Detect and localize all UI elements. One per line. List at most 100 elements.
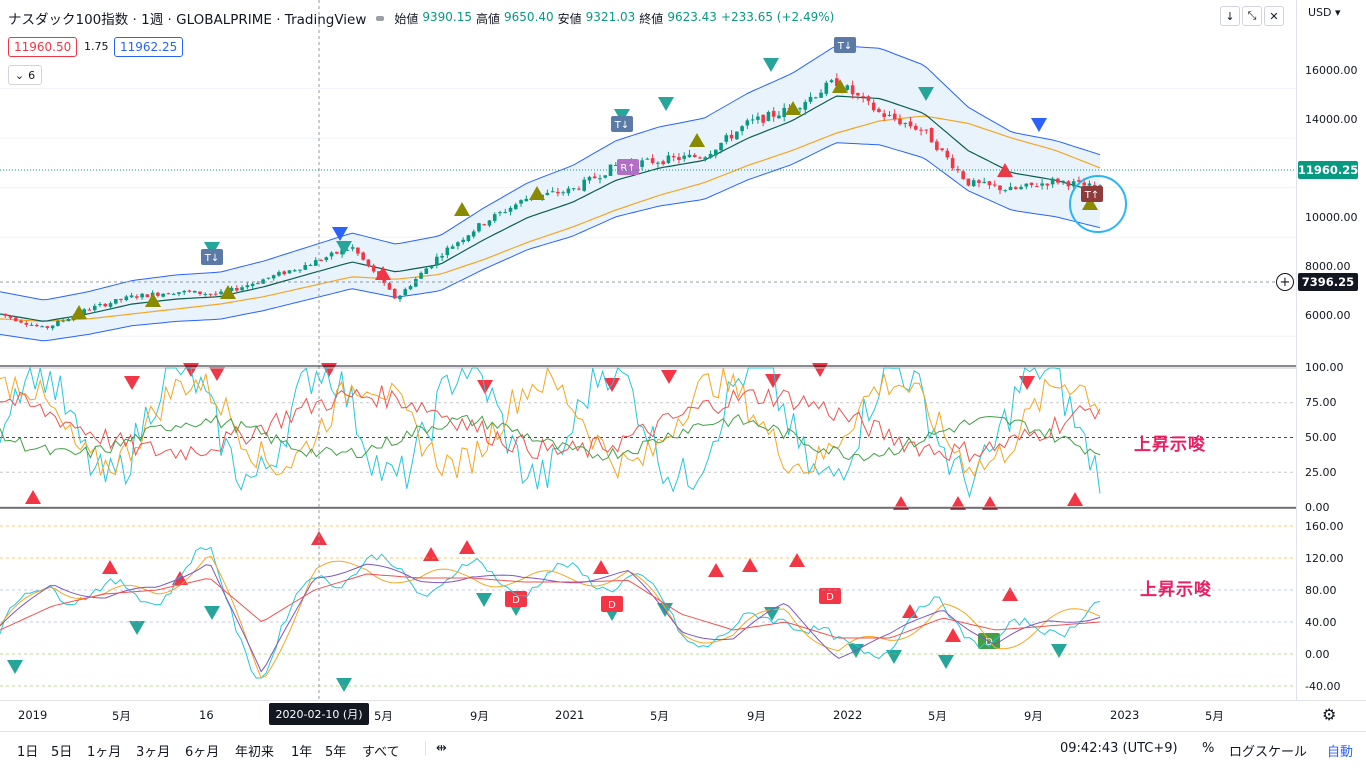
price-tick: 14000.00 (1305, 113, 1358, 126)
currency-selector[interactable]: USD ▾ (1308, 6, 1341, 19)
candle-body (877, 108, 881, 112)
fast-moving-average (0, 95, 1101, 322)
osc2-tick: 160.00 (1305, 520, 1344, 533)
candle-body (477, 223, 481, 232)
range-1m[interactable]: 1ヶ月 (87, 745, 122, 760)
osc1-sell-triangle (765, 374, 781, 388)
candle (187, 289, 192, 293)
candle-body (735, 131, 739, 140)
buy-button[interactable]: 11962.25 (114, 37, 184, 57)
symbol-title[interactable]: ナスダック100指数 · 1週 · GLOBALPRIME · TradingV… (8, 12, 367, 28)
indicator-count: 6 (28, 68, 36, 82)
range-1y[interactable]: 1年 (291, 745, 313, 760)
candle (966, 178, 971, 187)
price-tick: 16000.00 (1305, 64, 1358, 77)
candle (892, 109, 897, 122)
osc2-line-purple (0, 563, 1101, 673)
candle (1019, 184, 1023, 190)
range-6m[interactable]: 6ヶ月 (185, 745, 220, 760)
sell-button[interactable]: 11960.50 (8, 37, 78, 57)
price-axis[interactable] (1296, 0, 1366, 700)
badge-bg (617, 159, 639, 175)
osc2-top-triangle (945, 628, 961, 642)
candle (129, 292, 134, 298)
indicators-toggle[interactable]: ⌄ 6 (8, 65, 42, 85)
ohlc-values: 始値 9390.15 高値 9650.40 安値 9321.03 終値 9623.43 … (394, 10, 834, 27)
candle-body (235, 287, 239, 291)
osc2-bottom-triangle (204, 606, 220, 620)
candle (866, 95, 871, 106)
close-icon[interactable]: ✕ (1264, 6, 1284, 26)
buy-signal-triangle (785, 101, 801, 115)
range-5y[interactable]: 5年 (325, 745, 347, 760)
time-axis[interactable] (0, 700, 1366, 730)
candle-body (761, 114, 765, 123)
close-value: 9623.43 (667, 9, 717, 24)
badge-label: T↓ (837, 41, 853, 52)
candle-body (850, 85, 855, 95)
candle-body (303, 265, 308, 270)
add-alert-icon[interactable]: + (1276, 273, 1294, 291)
candle (713, 149, 718, 159)
signal-badge: R↑ (617, 159, 639, 175)
candle (271, 274, 276, 281)
osc2-bottom-triangle (336, 678, 352, 692)
candle-body (350, 247, 355, 249)
candle (171, 292, 176, 295)
candle-body (192, 290, 197, 293)
candle (324, 256, 329, 263)
time-tick: 9月 (747, 709, 766, 723)
range-1d[interactable]: 1日 (17, 745, 39, 760)
candle-body (98, 304, 102, 306)
log-scale-toggle[interactable]: ログスケール (1229, 745, 1308, 760)
candle (677, 153, 681, 164)
range-ytd[interactable]: 年初来 (235, 745, 275, 760)
date-range-icon[interactable]: ⇹ (425, 741, 447, 756)
percent-toggle[interactable]: % (1202, 741, 1215, 756)
candle (303, 262, 308, 271)
candle-body (403, 289, 408, 296)
candle-body (935, 141, 939, 150)
candle-body (703, 157, 708, 160)
arrow-down-icon[interactable]: ↓ (1220, 6, 1240, 26)
candle (282, 270, 287, 276)
candle-body (845, 85, 850, 90)
candle-body (503, 212, 508, 214)
auto-scale-toggle[interactable]: 自動 (1327, 745, 1354, 760)
candle-body (0, 313, 2, 315)
candle (666, 151, 671, 165)
candle-body (487, 220, 492, 226)
candle (740, 125, 744, 136)
expand-icon[interactable]: ⤡ (1242, 6, 1262, 26)
clock[interactable]: 09:42:43 (UTC+9) (1060, 741, 1178, 756)
chart-header: ナスダック100指数 · 1週 · GLOBALPRIME · TradingV… (8, 8, 834, 29)
candle (398, 294, 402, 302)
gear-icon[interactable]: ⚙ (1322, 705, 1337, 724)
candle-body (913, 125, 918, 130)
candle (119, 298, 123, 303)
candle-body (129, 295, 134, 298)
candle (313, 257, 318, 266)
range-5d[interactable]: 5日 (51, 745, 73, 760)
candle-body (29, 324, 34, 326)
candle (782, 103, 787, 122)
range-3m[interactable]: 3ヶ月 (136, 745, 171, 760)
candle (492, 212, 497, 223)
range-all[interactable]: すべて (362, 745, 400, 760)
osc1-sell-triangle (477, 380, 493, 394)
buy-signal-triangle (832, 79, 848, 93)
hide-legend-icon[interactable] (376, 15, 385, 21)
badge-bg (611, 116, 633, 132)
candle (1035, 182, 1039, 188)
osc1-buy-triangle (25, 490, 41, 504)
osc1-line-cyan (0, 366, 1101, 499)
candle (992, 180, 997, 188)
osc2-tick: 120.00 (1305, 552, 1344, 565)
candle-body (640, 160, 644, 167)
candle-body (866, 96, 871, 101)
candle (813, 96, 818, 99)
header-buttons: ↓ ⤡ ✕ (1220, 6, 1284, 26)
candle-body (1008, 186, 1013, 191)
candle-body (582, 179, 587, 191)
